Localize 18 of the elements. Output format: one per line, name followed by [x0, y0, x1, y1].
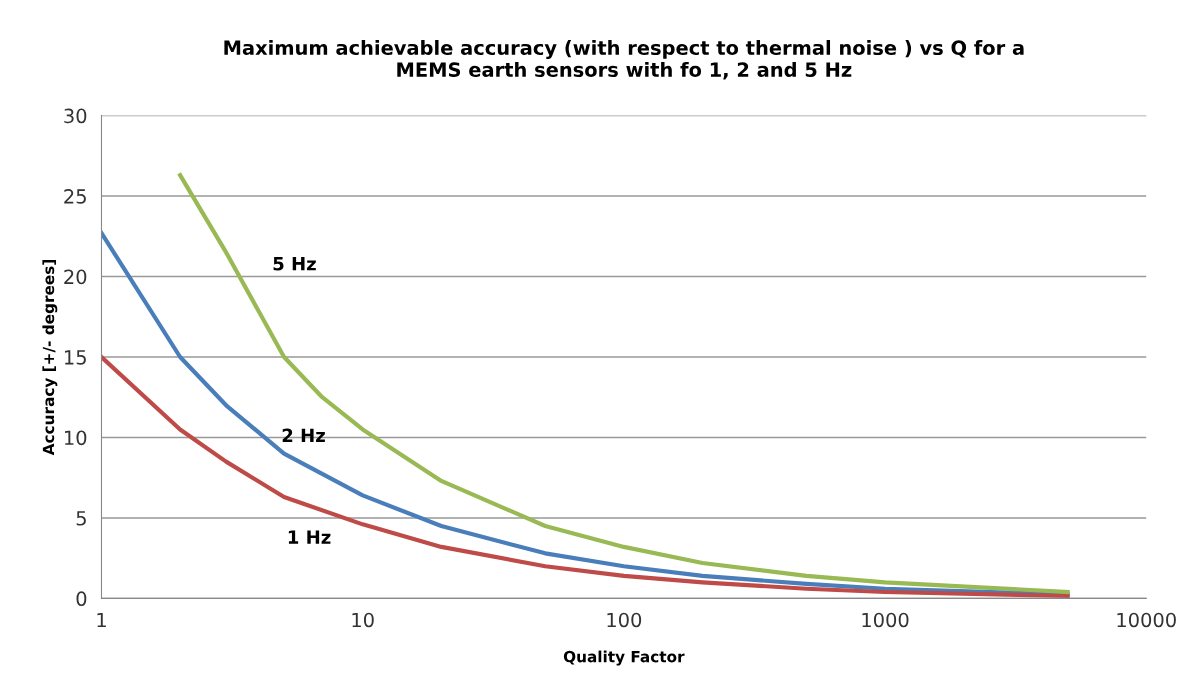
y-tick-label: 20	[64, 269, 87, 285]
x-tick-label: 10000	[1117, 612, 1176, 628]
series-label: 1 Hz	[288, 530, 331, 544]
y-axis-title: Accuracy [+/- degrees]	[42, 260, 58, 456]
y-tick-label: 5	[76, 511, 86, 526]
x-tick-label: 1	[97, 612, 106, 628]
x-axis-title: Quality Factor	[563, 650, 685, 666]
y-tick-label: 0	[76, 591, 87, 607]
y-tick-label: 10	[64, 430, 87, 446]
x-tick-label: 100	[607, 612, 642, 628]
x-tick-label: 10	[352, 612, 374, 628]
y-tick-label: 15	[64, 350, 86, 365]
series-label: 2 Hz	[282, 428, 325, 442]
y-tick-label: 25	[64, 189, 86, 204]
y-tick-label: 30	[64, 108, 87, 124]
x-tick-label: 1000	[862, 612, 909, 628]
series-label: 5 Hz	[273, 257, 316, 271]
chart-title: Maximum achievable accuracy (with respect to thermal noise ) vs Q for a MEMS earth sensors with fo 1, 2 and 5 Hz	[224, 40, 1024, 80]
